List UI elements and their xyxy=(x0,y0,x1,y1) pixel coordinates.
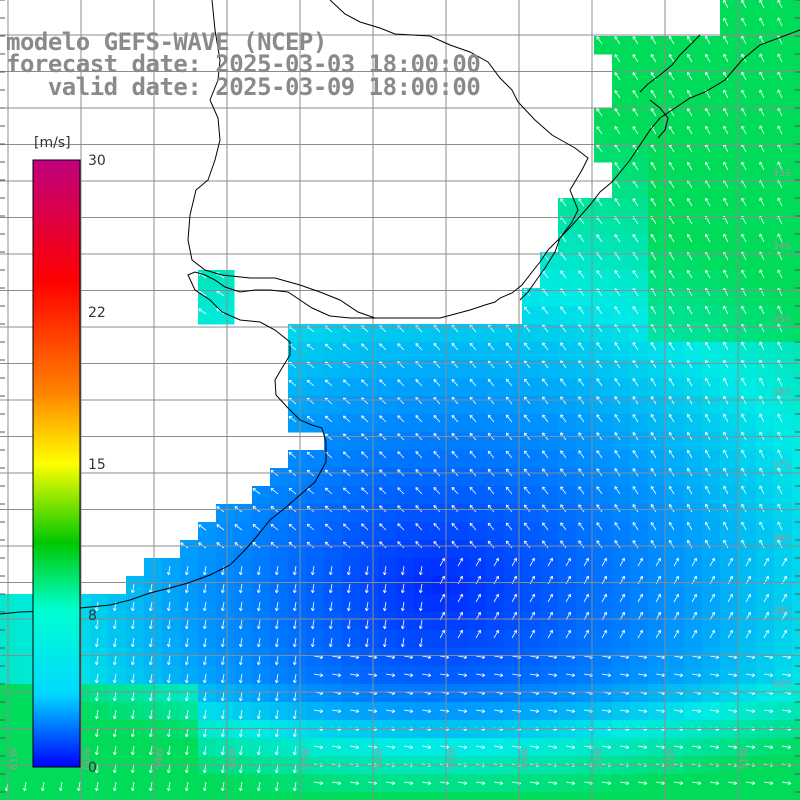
lon-label: 59W xyxy=(155,747,166,770)
lat-label: 34S xyxy=(772,241,791,252)
colorbar: [m/s] 30 22 15 8 0 xyxy=(32,135,106,776)
map-title-model: modelo GEFS-WAVE (NCEP) xyxy=(6,28,327,56)
coastline xyxy=(0,0,800,615)
map-title-forecast-date: forecast date: 2025-03-03 18:00:00 xyxy=(6,50,481,78)
colorbar-unit: [m/s] xyxy=(34,135,71,151)
lat-label: 38S xyxy=(772,533,791,544)
lon-label: 56W xyxy=(374,747,385,770)
lon-label: 60W xyxy=(82,747,93,770)
colorbar-tick-8: 8 xyxy=(88,608,97,624)
colorbar-gradient xyxy=(32,159,81,768)
lat-label: 33S xyxy=(772,168,791,179)
lon-label: 53W xyxy=(593,747,604,770)
lon-label: 57W xyxy=(301,747,312,770)
lon-label: 55W xyxy=(447,747,458,770)
lon-label: 58W xyxy=(228,747,239,770)
colorbar-tick-30: 30 xyxy=(88,153,106,169)
lat-label: 37S xyxy=(772,460,791,471)
lat-label: 36S xyxy=(772,387,791,398)
lon-label: 52W xyxy=(666,747,677,770)
lat-label: 40S xyxy=(772,679,791,690)
lat-label: 35S xyxy=(772,314,791,325)
colorbar-tick-22: 22 xyxy=(88,305,106,321)
map-title-valid-date: valid date: 2025-03-09 18:00:00 xyxy=(6,73,481,101)
lat-label: 39S xyxy=(772,606,791,617)
lon-label: 61W xyxy=(9,747,20,770)
lon-label: 51W xyxy=(739,747,750,770)
lon-label: 54W xyxy=(520,747,531,770)
colorbar-tick-15: 15 xyxy=(88,457,106,473)
colorbar-tick-0: 0 xyxy=(88,760,97,776)
